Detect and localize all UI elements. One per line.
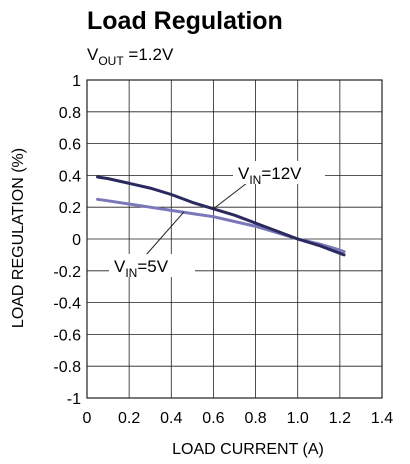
series-lines xyxy=(96,175,346,257)
x-tick-label: 0 xyxy=(83,410,92,427)
vin-12v-label: VIN=12V xyxy=(238,164,302,187)
x-tick-label: 1.0 xyxy=(287,410,309,427)
vin-12v-label-bg xyxy=(233,161,325,184)
vin-12v-leader-line xyxy=(213,182,248,210)
x-tick-label: 0.4 xyxy=(160,410,182,427)
y-tick-labels: 1 0.8 0.6 0.4 0.2 0 -0.2 -0.4 -0.6 -0.8 -1 xyxy=(53,73,81,408)
series-line-vin-12v xyxy=(96,175,346,257)
vin-5v-leader-line xyxy=(145,211,185,256)
y-tick-label: 0.8 xyxy=(59,105,81,122)
y-tick-label: -1 xyxy=(67,391,81,408)
vin-5v-label: VIN=5V xyxy=(114,257,169,280)
x-tick-label: 0.6 xyxy=(202,410,224,427)
y-tick-label: 1 xyxy=(72,73,81,90)
vin-5v-label-bg xyxy=(109,254,195,277)
x-tick-label: 1.4 xyxy=(371,410,393,427)
y-axis-label: LOAD REGULATION (%) xyxy=(10,148,27,328)
x-tick-labels: 0 0.2 0.4 0.6 0.8 1.0 1.2 1.4 xyxy=(83,410,394,427)
x-axis-label: LOAD CURRENT (A) xyxy=(172,441,324,458)
plot-frame xyxy=(86,79,383,399)
chart-subtitle: VOUT =1.2V xyxy=(87,45,174,68)
y-tick-label: 0.6 xyxy=(59,137,81,154)
y-tick-label: 0 xyxy=(72,232,81,249)
y-tick-label: -0.2 xyxy=(53,264,81,281)
y-tick-label: 0.2 xyxy=(59,200,81,217)
x-tick-label: 0.8 xyxy=(244,410,266,427)
y-tick-label: -0.4 xyxy=(53,296,81,313)
x-tick-label: 0.2 xyxy=(118,410,140,427)
y-tick-label: -0.6 xyxy=(53,327,81,344)
y-tick-label: -0.8 xyxy=(53,359,81,376)
x-tick-label: 1.2 xyxy=(329,410,351,427)
y-tick-label: 0.4 xyxy=(59,168,81,185)
grid xyxy=(87,80,382,398)
chart-title: Load Regulation xyxy=(87,7,283,35)
